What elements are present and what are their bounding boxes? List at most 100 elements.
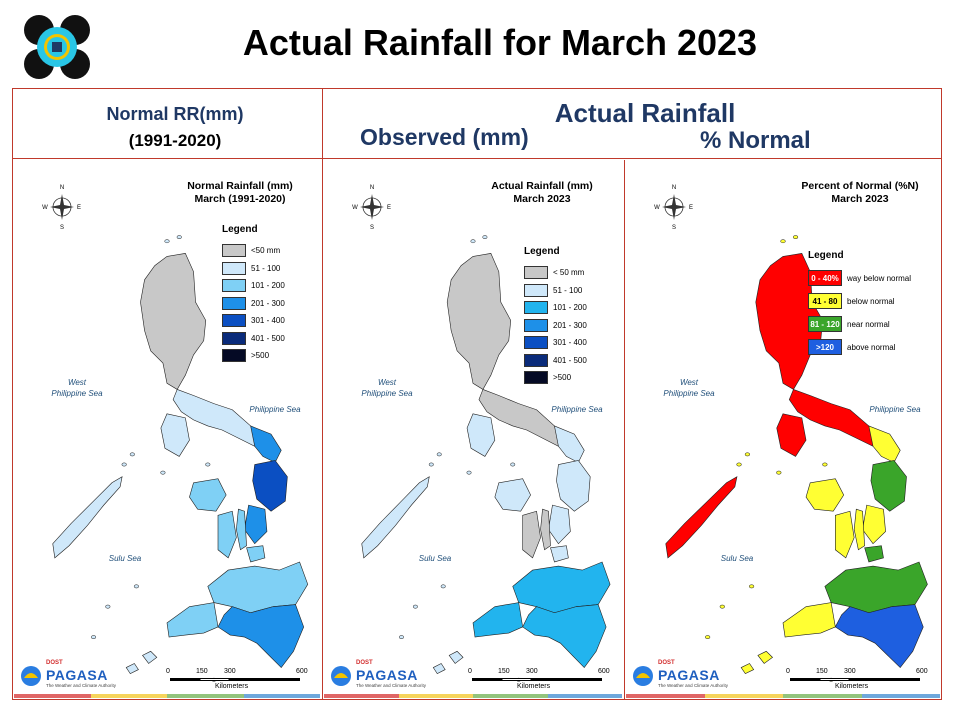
- dost-label: DOST: [658, 660, 675, 666]
- legend-item: >120 above normal: [808, 339, 895, 355]
- legend-swatch: 41 - 80: [808, 293, 842, 309]
- legend-title: Legend: [524, 246, 560, 257]
- legend-label: below normal: [847, 296, 895, 306]
- scale-tick-label: 600: [916, 668, 928, 675]
- sea-label-sulu: Sulu Sea: [418, 554, 452, 563]
- legend-label: 401 - 500: [251, 333, 285, 343]
- scale-tick-label: 600: [598, 668, 610, 675]
- scale-tick-label: 600: [296, 668, 308, 675]
- legend-label: 201 - 300: [251, 298, 285, 308]
- scale-unit: Kilometers: [835, 683, 869, 690]
- sea-label-west-2: Philippine Sea: [51, 389, 103, 398]
- compass-rose-icon: N S W E: [42, 182, 82, 231]
- map-title: Normal Rainfall (mm) March (1991-2020): [170, 180, 310, 206]
- decorative-bar-segment: [861, 694, 940, 698]
- legend-item: < 50 mm: [524, 266, 584, 279]
- decorative-bar-segment: [473, 694, 548, 698]
- legend-swatch: [524, 283, 548, 297]
- region-negros: [835, 510, 855, 559]
- scale-tick-label: 0: [166, 668, 170, 675]
- legend-label: 101 - 200: [251, 281, 285, 290]
- region-bohol: [246, 545, 266, 563]
- scale-tick-label: 150: [498, 668, 510, 675]
- svg-text:S: S: [672, 225, 676, 230]
- scale-tick-label: 300: [844, 668, 856, 675]
- legend-item: <50 mm: [222, 244, 280, 257]
- percent-normal-header: % Normal: [700, 127, 811, 154]
- sea-label-west-2: Philippine Sea: [361, 389, 413, 398]
- dost-label: DOST: [46, 660, 63, 666]
- small-island: [121, 462, 127, 467]
- region-luzon-bicol: [868, 425, 901, 463]
- svg-text:E: E: [689, 205, 693, 211]
- scale-bar: 0 150 300 600 Kilometers: [166, 668, 310, 694]
- sea-label-east: Philippine Sea: [869, 405, 921, 414]
- scale-bar-graphic: [170, 678, 300, 681]
- decorative-bar-segment: [704, 694, 783, 698]
- legend-item: 0 - 40% way below normal: [808, 270, 911, 286]
- legend-label: above normal: [847, 342, 896, 352]
- decorative-bar-segment: [626, 694, 705, 698]
- small-island: [164, 239, 170, 244]
- sea-label-east: Philippine Sea: [551, 405, 603, 414]
- small-island: [705, 635, 711, 639]
- scale-bar: 0 150 300 600 Kilometers: [786, 668, 930, 694]
- small-island: [160, 470, 166, 475]
- small-island: [744, 452, 750, 457]
- region-sulu-islands: [125, 650, 158, 675]
- legend-title: Legend: [808, 250, 844, 261]
- region-samar: [556, 460, 591, 512]
- decorative-bar-segment: [783, 694, 862, 698]
- compass-rose-icon: N S W E: [654, 182, 694, 231]
- normal-rr-header: Normal RR(mm): [106, 104, 244, 124]
- philippines-map: [361, 235, 611, 682]
- legend-swatch: [222, 244, 246, 257]
- small-island: [822, 462, 828, 467]
- philippines-map: [665, 235, 928, 682]
- legend-swatch: [524, 266, 548, 279]
- region-luzon-bicol: [250, 425, 282, 463]
- legend-swatch: [222, 279, 246, 292]
- small-island: [205, 462, 211, 467]
- region-mindanao-south: [834, 604, 924, 669]
- legend-label: near normal: [847, 319, 890, 329]
- legend-item: 81 - 120 near normal: [808, 316, 890, 332]
- pagasa-logo-icon: [331, 666, 351, 686]
- legend-swatch: [524, 353, 548, 367]
- region-mindoro: [776, 413, 807, 457]
- region-luzon-north: [446, 253, 512, 390]
- legend-label: 51 - 100: [553, 285, 583, 295]
- small-island: [466, 470, 472, 475]
- small-island: [91, 635, 97, 639]
- svg-text:W: W: [654, 205, 660, 211]
- region-zamboanga: [472, 602, 523, 638]
- legend-item: >500: [222, 349, 269, 362]
- svg-text:W: W: [42, 205, 48, 211]
- legend-item: 401 - 500: [524, 353, 587, 367]
- legend-swatch: [524, 318, 548, 332]
- sea-label-sulu: Sulu Sea: [720, 554, 754, 563]
- legend-label: < 50 mm: [553, 268, 585, 277]
- legend-swatch: [524, 336, 548, 349]
- region-mindoro: [160, 413, 190, 457]
- region-palawan: [52, 476, 123, 559]
- pagasa-logo-icon: [21, 666, 41, 686]
- scale-tick-label: 0: [468, 668, 472, 675]
- map-title: Actual Rainfall (mm) March 2023: [472, 180, 612, 206]
- region-luzon-north: [140, 253, 207, 390]
- svg-text:N: N: [370, 185, 374, 191]
- scale-tick-label: 300: [224, 668, 236, 675]
- dost-pagasa-logo: [24, 15, 90, 79]
- region-leyte: [244, 504, 268, 545]
- legend-swatch: >120: [808, 339, 842, 355]
- region-mindanao-north: [824, 561, 928, 614]
- small-island: [436, 452, 442, 457]
- legend-label: 101 - 200: [553, 303, 587, 312]
- map-panel-1: N S W E Normal Rainfall (mm) March (1991-2020…: [14, 160, 320, 698]
- svg-text:S: S: [370, 225, 374, 230]
- legend-item: 201 - 300: [524, 318, 587, 332]
- decorative-bar-segment: [14, 694, 91, 698]
- region-luzon-south: [172, 389, 264, 447]
- pagasa-tagline: The Weather and Climate Authority: [356, 683, 426, 688]
- small-island: [133, 584, 139, 589]
